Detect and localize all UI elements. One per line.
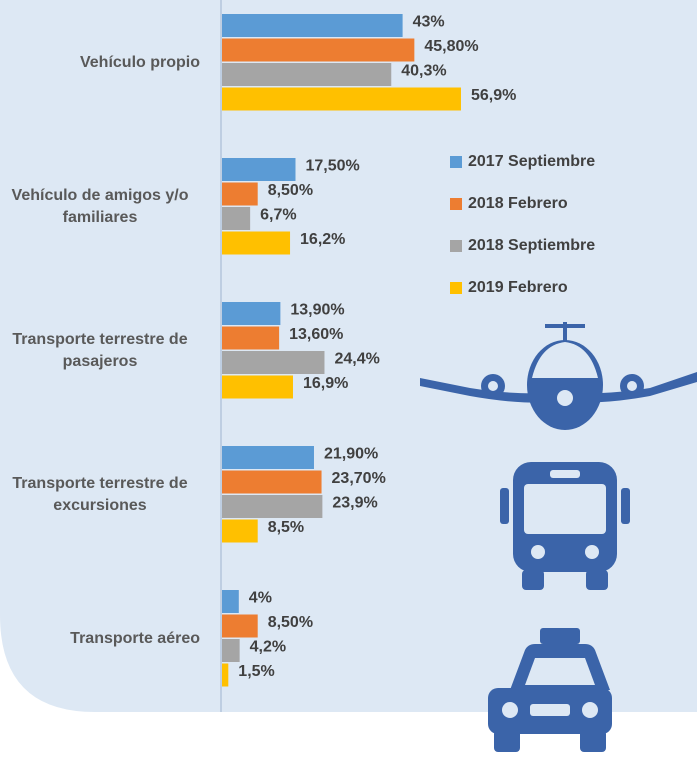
legend-swatch	[450, 282, 462, 294]
plane-icon	[420, 322, 697, 430]
bar	[222, 519, 258, 543]
bar	[222, 158, 296, 181]
value-label: 16,9%	[303, 375, 348, 392]
category-label: Transporte aéreo	[0, 628, 200, 650]
category-text: Vehículo de amigos y/o familiares	[11, 187, 189, 226]
category-label: Transporte terrestre de pasajeros	[0, 329, 200, 373]
category-label: Transporte terrestre de excursiones	[0, 473, 200, 517]
category-text: Transporte terrestre de excursiones	[12, 475, 188, 514]
bar	[222, 663, 229, 687]
value-label: 17,50%	[306, 158, 360, 175]
value-label: 6,7%	[260, 207, 296, 224]
bar	[222, 590, 239, 613]
value-label: 1,5%	[238, 663, 274, 680]
value-label: 4%	[249, 590, 272, 607]
value-label: 56,9%	[471, 87, 516, 104]
taxi-icon	[488, 628, 612, 752]
value-label: 45,80%	[424, 38, 478, 55]
value-label: 16,2%	[300, 231, 345, 248]
category-label: Vehículo propio	[0, 52, 200, 74]
category-text: Vehículo propio	[79, 54, 200, 71]
value-label: 24,4%	[334, 351, 379, 368]
value-label: 23,9%	[332, 495, 377, 512]
bar	[222, 182, 258, 206]
bar	[222, 63, 392, 86]
value-label: 8,50%	[268, 182, 313, 199]
bar	[222, 302, 281, 325]
bar	[222, 87, 461, 111]
category-label: Vehículo de amigos y/o familiares	[0, 185, 200, 229]
value-label: 13,90%	[290, 302, 344, 319]
legend-swatch	[450, 156, 462, 168]
legend-label: 2017 Septiembre	[468, 153, 595, 170]
value-label: 8,50%	[268, 614, 313, 631]
bar	[222, 495, 323, 518]
value-label: 40,3%	[401, 63, 446, 80]
legend-label: 2018 Febrero	[468, 195, 568, 212]
category-text: Transporte terrestre de pasajeros	[12, 331, 188, 370]
value-label: 21,90%	[324, 446, 378, 463]
value-label: 43%	[413, 14, 445, 31]
bar	[222, 614, 258, 638]
legend-label: 2019 Febrero	[468, 279, 568, 296]
bus-icon	[500, 462, 630, 590]
bar	[222, 207, 251, 230]
bar	[222, 375, 293, 399]
value-label: 4,2%	[250, 639, 286, 656]
legend-swatch	[450, 198, 462, 210]
bar	[222, 446, 314, 469]
value-label: 23,70%	[332, 470, 386, 487]
legend-label: 2018 Septiembre	[468, 237, 595, 254]
value-label: 13,60%	[289, 326, 343, 343]
bar	[222, 14, 403, 37]
bar	[222, 326, 280, 350]
bar	[222, 351, 325, 374]
category-text: Transporte aéreo	[70, 630, 200, 647]
bar	[222, 639, 240, 662]
bar	[222, 470, 322, 494]
value-label: 8,5%	[268, 519, 304, 536]
bar	[222, 38, 415, 62]
bar	[222, 231, 291, 255]
legend-swatch	[450, 240, 462, 252]
